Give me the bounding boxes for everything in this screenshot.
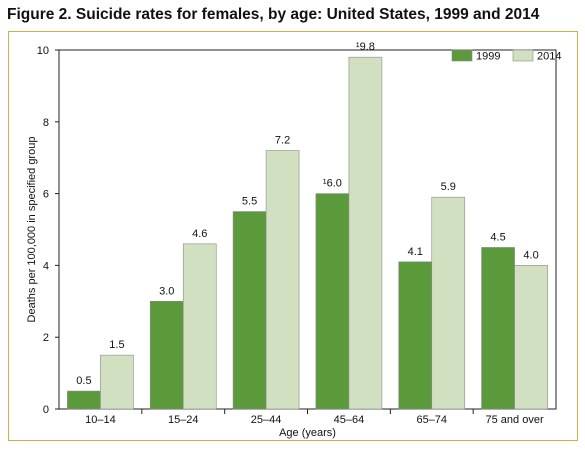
bar-value-label: 7.2 bbox=[275, 135, 290, 147]
y-tick-label: 8 bbox=[43, 117, 49, 129]
bar-2014 bbox=[100, 354, 134, 410]
legend-swatch-1999 bbox=[451, 49, 473, 62]
legend-swatch-2014 bbox=[512, 49, 534, 62]
bar-value-label: 4.1 bbox=[408, 246, 423, 258]
y-tick-label: 0 bbox=[43, 404, 49, 416]
x-tick-label: 75 and over bbox=[486, 414, 544, 426]
bar-1999 bbox=[149, 300, 184, 410]
bar-value-label: ¹9.8 bbox=[356, 41, 375, 53]
bar-2014 bbox=[514, 265, 548, 410]
bar-value-label: 5.5 bbox=[242, 196, 257, 208]
bar-value-label: 4.0 bbox=[523, 249, 538, 261]
bar-1999 bbox=[315, 193, 350, 410]
bar-2014 bbox=[182, 243, 217, 410]
bar-2014 bbox=[431, 196, 466, 410]
bar-value-label: 0.5 bbox=[76, 375, 91, 387]
x-tick-label: 45–64 bbox=[334, 414, 365, 426]
bar-1999 bbox=[232, 211, 267, 410]
bar-value-label: ¹6.0 bbox=[323, 178, 342, 190]
y-tick-label: 4 bbox=[43, 260, 49, 272]
bar-1999 bbox=[398, 261, 433, 410]
bar-1999 bbox=[67, 390, 101, 410]
legend-label-1999: 1999 bbox=[476, 51, 500, 63]
bar-2014 bbox=[348, 56, 383, 410]
bar-value-label: 5.9 bbox=[441, 181, 456, 193]
y-tick-label: 6 bbox=[43, 189, 49, 201]
bar-1999 bbox=[481, 247, 515, 410]
x-tick-label: 10–14 bbox=[85, 414, 116, 426]
figure-title: Figure 2. Suicide rates for females, by … bbox=[7, 6, 540, 23]
legend-label-2014: 2014 bbox=[537, 51, 561, 63]
y-axis-title: Deaths per 100,000 in specified group bbox=[26, 137, 38, 323]
x-axis-title: Age (years) bbox=[279, 427, 336, 439]
bar-value-label: 3.0 bbox=[159, 285, 174, 297]
bar-2014 bbox=[265, 150, 300, 410]
y-tick-label: 2 bbox=[43, 332, 49, 344]
x-tick-label: 15–24 bbox=[168, 414, 199, 426]
x-tick-label: 25–44 bbox=[251, 414, 282, 426]
x-tick-label: 65–74 bbox=[416, 414, 447, 426]
y-tick-label: 10 bbox=[37, 45, 49, 57]
bar-value-label: 4.6 bbox=[192, 228, 207, 240]
bar-value-label: 1.5 bbox=[109, 339, 124, 351]
bar-value-label: 4.5 bbox=[490, 231, 505, 243]
